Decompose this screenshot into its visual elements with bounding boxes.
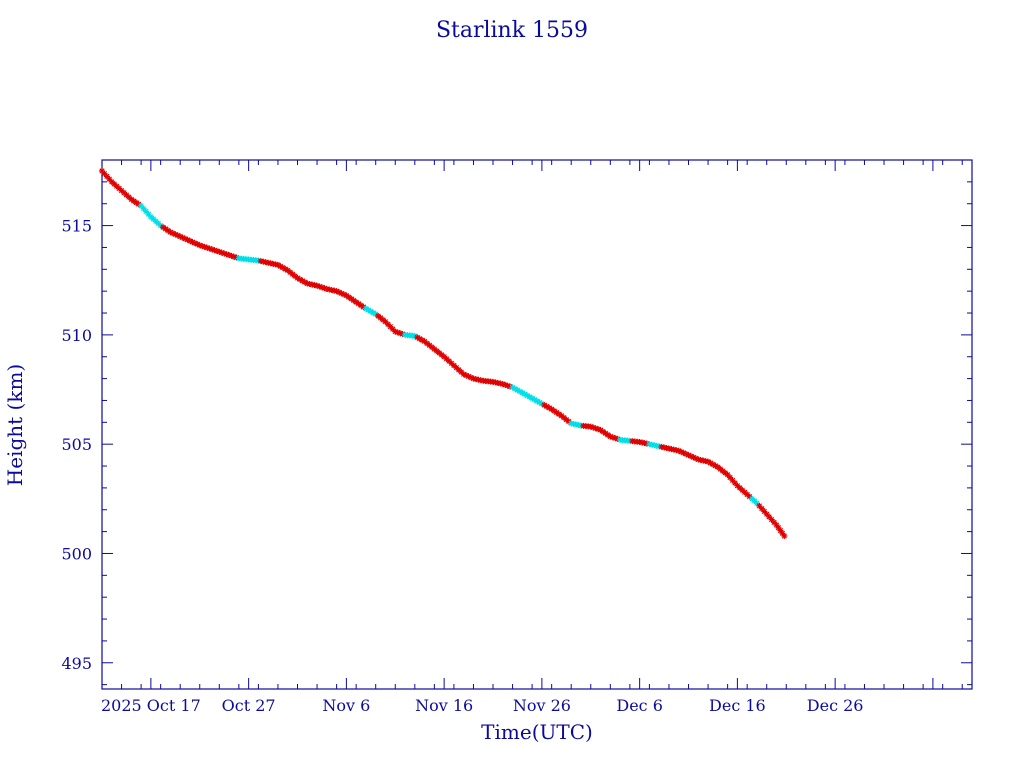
chart-title: Starlink 1559 — [436, 18, 588, 43]
y-tick-label: 500 — [61, 544, 92, 563]
y-axis: 495 500 505 510 515 — [61, 159, 972, 686]
x-tick-label: Nov 26 — [513, 696, 571, 715]
data-point — [333, 288, 340, 295]
y-tick-label: 515 — [61, 217, 92, 236]
y-tick-label: 505 — [61, 435, 92, 454]
x-tick-label: 2025 Oct 17 — [101, 696, 201, 715]
x-tick-label: Dec 6 — [616, 696, 663, 715]
y-tick-label: 495 — [61, 654, 92, 673]
y-axis-title: Height (km) — [3, 364, 27, 486]
x-tick-label: Nov 16 — [415, 696, 473, 715]
data-series — [99, 167, 788, 539]
x-tick-label: Nov 6 — [322, 696, 370, 715]
data-point — [142, 208, 149, 215]
data-point — [179, 234, 186, 241]
plot-area — [101, 159, 973, 690]
data-point — [174, 232, 181, 239]
data-point — [609, 434, 616, 441]
x-tick-label: Dec 16 — [709, 696, 766, 715]
x-tick-label: Oct 27 — [222, 696, 276, 715]
y-tick-label: 510 — [61, 326, 92, 345]
x-axis-title: Time(UTC) — [481, 720, 593, 744]
x-axis: 2025 Oct 17 Oct 27 Nov 6 Nov 16 Nov 26 Dec 6 D… — [101, 160, 963, 715]
data-point — [687, 453, 694, 460]
plot-frame — [101, 159, 973, 690]
x-tick-label: Dec 26 — [807, 696, 864, 715]
data-point — [543, 403, 550, 410]
data-point — [781, 532, 788, 539]
data-point — [707, 460, 714, 467]
